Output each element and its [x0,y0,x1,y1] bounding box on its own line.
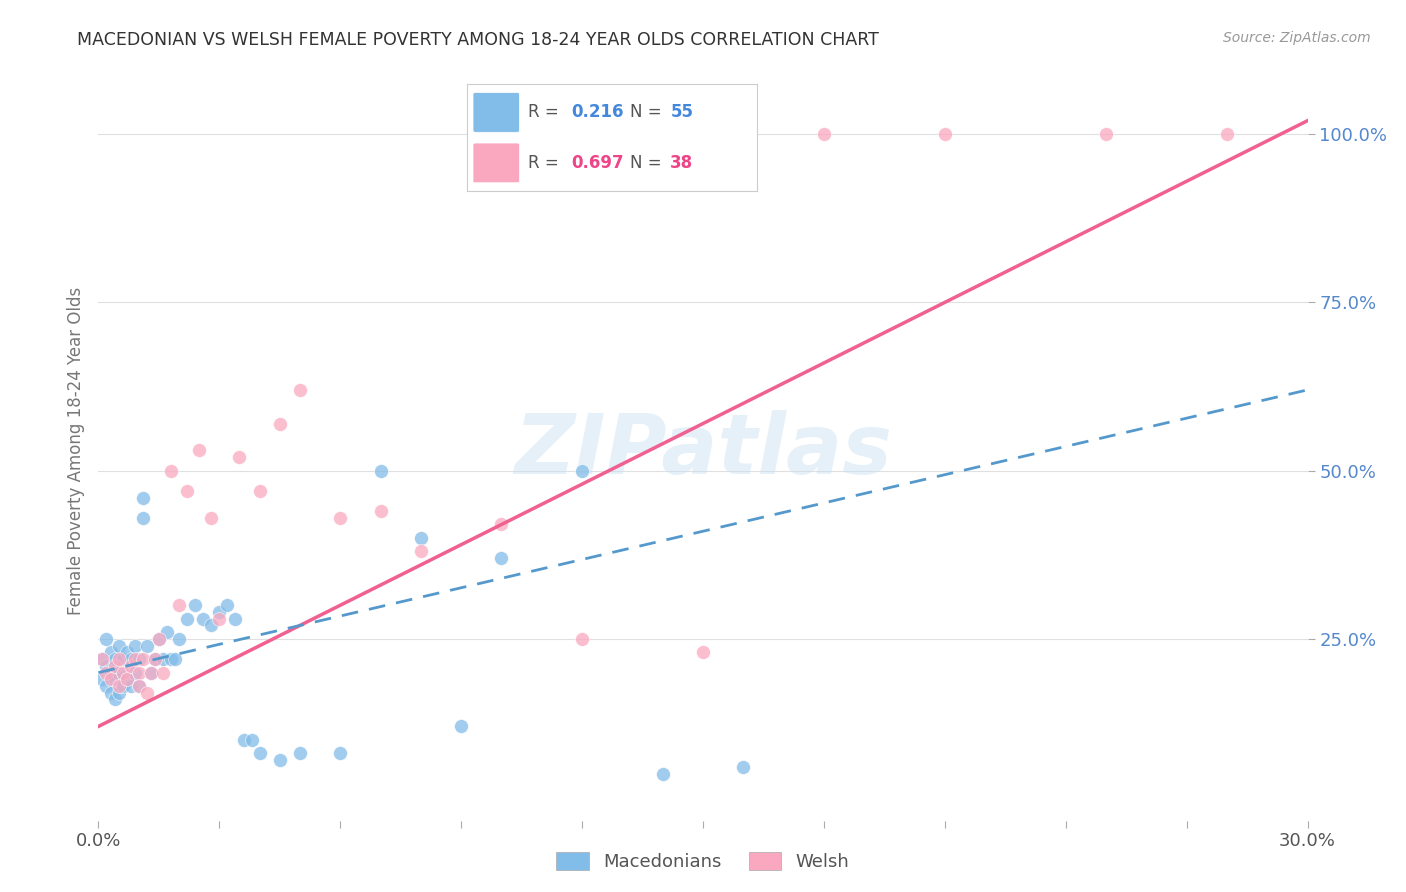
Point [409,531,432,545]
Point [692,645,714,659]
Point [160,652,183,666]
Point [91,652,114,666]
Point [132,652,155,666]
Point [571,464,593,478]
Point [103,652,125,666]
Point [124,665,146,680]
Point [450,719,472,733]
Point [329,510,352,524]
Point [152,665,174,680]
Point [128,652,150,666]
Point [103,692,125,706]
Point [128,665,150,680]
Point [224,612,246,626]
Point [96,665,118,680]
Point [217,599,239,613]
Point [148,632,170,646]
Point [100,665,122,680]
Text: ZIPatlas: ZIPatlas [515,410,891,491]
Point [269,753,291,767]
Point [288,383,311,397]
Point [329,747,352,761]
Point [1095,127,1118,141]
Point [152,652,174,666]
Point [163,652,186,666]
Point [139,665,162,680]
Point [208,605,231,619]
Point [733,760,755,774]
Point [100,645,122,659]
Point [269,417,291,431]
Point [249,747,271,761]
Text: Source: ZipAtlas.com: Source: ZipAtlas.com [1223,31,1371,45]
Point [107,679,129,693]
Point [651,766,673,780]
Y-axis label: Female Poverty Among 18-24 Year Olds: Female Poverty Among 18-24 Year Olds [66,286,84,615]
Point [111,665,134,680]
Point [103,658,125,673]
Point [176,612,198,626]
Point [143,652,166,666]
Point [167,632,190,646]
Point [1216,127,1239,141]
Point [135,686,157,700]
Point [128,679,150,693]
Point [491,517,513,532]
Point [111,679,134,693]
Point [128,679,150,693]
Point [91,652,114,666]
Point [132,510,155,524]
Point [115,673,138,687]
Point [100,673,122,687]
Point [200,510,222,524]
Point [120,679,142,693]
Point [103,673,125,687]
Point [249,483,271,498]
Point [96,632,118,646]
Point [111,652,134,666]
Point [100,686,122,700]
Point [491,551,513,566]
Point [115,673,138,687]
Text: MACEDONIAN VS WELSH FEMALE POVERTY AMONG 18-24 YEAR OLDS CORRELATION CHART: MACEDONIAN VS WELSH FEMALE POVERTY AMONG… [77,31,879,49]
Point [120,658,142,673]
Point [176,483,198,498]
Point [107,652,129,666]
Point [143,652,166,666]
Point [124,639,146,653]
Point [148,632,170,646]
Point [200,618,222,632]
Point [139,665,162,680]
Point [813,127,835,141]
Point [156,625,179,640]
Point [240,732,263,747]
Point [115,645,138,659]
Point [228,450,250,465]
Point [107,665,129,680]
Point [120,652,142,666]
Point [96,679,118,693]
Point [167,599,190,613]
Point [934,127,956,141]
Point [160,464,183,478]
Point [208,612,231,626]
Point [370,504,392,518]
Point [571,632,593,646]
Point [193,612,215,626]
Point [184,599,207,613]
Point [124,652,146,666]
Point [409,544,432,558]
Point [107,686,129,700]
Point [232,732,254,747]
Legend: Macedonians, Welsh: Macedonians, Welsh [550,845,856,879]
Point [96,658,118,673]
Point [107,639,129,653]
Point [188,443,211,458]
Point [288,747,311,761]
Point [132,491,155,505]
Point [135,639,157,653]
Point [91,673,114,687]
Point [370,464,392,478]
